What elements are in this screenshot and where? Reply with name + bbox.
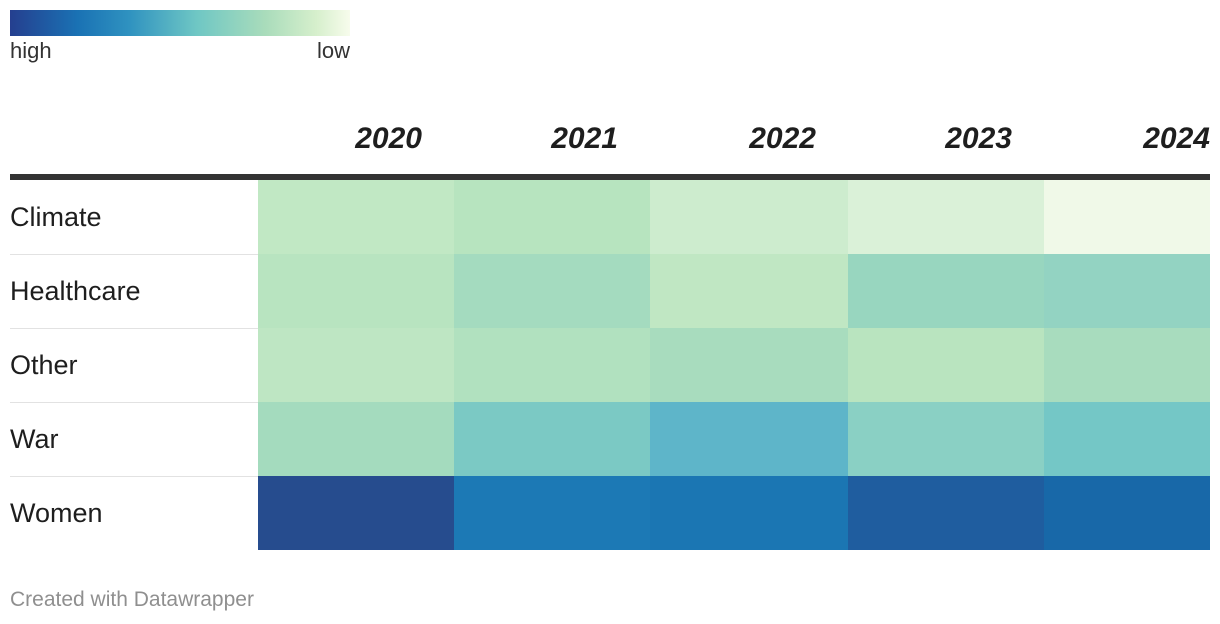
heatmap-cell-other-2021	[454, 328, 650, 402]
legend-labels: high low	[10, 36, 350, 63]
column-header-0: 2020	[355, 122, 422, 155]
row-label-climate: Climate	[10, 202, 102, 232]
row-separator	[10, 476, 258, 477]
row-separator	[10, 328, 258, 329]
heatmap-cell-healthcare-2021	[454, 254, 650, 328]
legend-gradient-bar	[10, 10, 350, 36]
column-header-2: 2022	[749, 122, 816, 155]
heatmap-cell-war-2022	[650, 402, 848, 476]
legend-low-label: low	[316, 38, 350, 63]
heatmap-cell-women-2021	[454, 476, 650, 550]
color-legend: high low	[10, 10, 350, 63]
heatmap-cell-climate-2022	[650, 180, 848, 254]
column-header-3: 2023	[945, 122, 1012, 155]
heatmap-cell-healthcare-2020	[258, 254, 454, 328]
legend-high-label: high	[10, 38, 52, 63]
heatmap-cell-climate-2020	[258, 180, 454, 254]
row-label-war: War	[10, 424, 59, 454]
heatmap-cell-women-2024	[1044, 476, 1210, 550]
heatmap-cell-other-2023	[848, 328, 1044, 402]
heatmap-cell-healthcare-2022	[650, 254, 848, 328]
heatmap-cell-healthcare-2023	[848, 254, 1044, 328]
heatmap-cell-war-2021	[454, 402, 650, 476]
row-separator	[10, 402, 258, 403]
heatmap-cell-other-2020	[258, 328, 454, 402]
heatmap-cell-women-2022	[650, 476, 848, 550]
row-separator	[10, 254, 258, 255]
heatmap-cell-women-2020	[258, 476, 454, 550]
heatmap-cell-climate-2023	[848, 180, 1044, 254]
column-header-1: 2021	[551, 122, 618, 155]
row-label-healthcare: Healthcare	[10, 276, 141, 306]
row-label-women: Women	[10, 498, 103, 528]
column-header-4: 2024	[1143, 122, 1210, 155]
row-label-other: Other	[10, 350, 78, 380]
heatmap-cell-war-2023	[848, 402, 1044, 476]
header-divider	[10, 174, 1210, 180]
heatmap-cell-other-2024	[1044, 328, 1210, 402]
footer-credit: Created with Datawrapper	[10, 588, 254, 611]
heatmap-cell-other-2022	[650, 328, 848, 402]
heatmap-cell-climate-2024	[1044, 180, 1210, 254]
heatmap-cell-women-2023	[848, 476, 1044, 550]
heatmap-cell-climate-2021	[454, 180, 650, 254]
heatmap-cell-healthcare-2024	[1044, 254, 1210, 328]
heatmap-cell-war-2020	[258, 402, 454, 476]
heatmap-cell-war-2024	[1044, 402, 1210, 476]
